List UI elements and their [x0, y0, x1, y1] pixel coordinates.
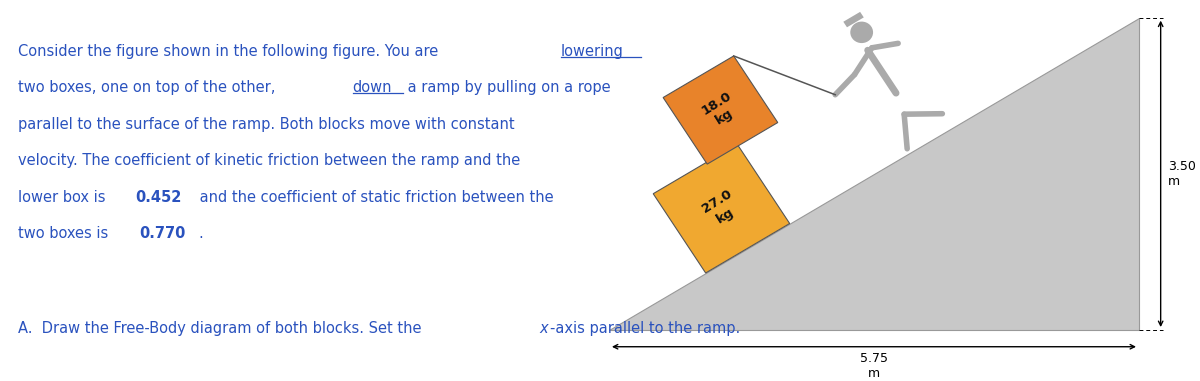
Text: x: x [539, 320, 548, 336]
Text: two boxes is: two boxes is [18, 226, 113, 241]
Text: Consider the figure shown in the following figure. You are: Consider the figure shown in the followi… [18, 44, 443, 59]
Polygon shape [664, 56, 778, 164]
Polygon shape [653, 144, 790, 273]
Polygon shape [610, 18, 1139, 330]
Circle shape [851, 22, 874, 43]
Text: two boxes, one on top of the other,: two boxes, one on top of the other, [18, 80, 280, 95]
Text: 0.452: 0.452 [136, 190, 182, 205]
Text: lower box is: lower box is [18, 190, 110, 205]
Text: 18.0
kg: 18.0 kg [698, 89, 742, 131]
Text: -axis parallel to the ramp.: -axis parallel to the ramp. [551, 320, 740, 336]
Text: velocity. The coefficient of kinetic friction between the ramp and the: velocity. The coefficient of kinetic fri… [18, 153, 520, 168]
Text: lowering: lowering [560, 44, 624, 59]
Text: 27.0
kg: 27.0 kg [700, 188, 743, 229]
Text: parallel to the surface of the ramp. Both blocks move with constant: parallel to the surface of the ramp. Bot… [18, 117, 515, 132]
Text: 3.50
m: 3.50 m [1168, 160, 1195, 188]
Text: A.  Draw the Free-Body diagram of both blocks. Set the: A. Draw the Free-Body diagram of both bl… [18, 320, 426, 336]
Text: 5.75
m: 5.75 m [860, 352, 888, 380]
Text: .: . [198, 226, 203, 241]
Text: a ramp by pulling on a rope: a ramp by pulling on a rope [403, 80, 611, 95]
Text: and the coefficient of static friction between the: and the coefficient of static friction b… [194, 190, 553, 205]
Text: 0.770: 0.770 [139, 226, 186, 241]
Text: down: down [353, 80, 392, 95]
Bar [844, 12, 864, 27]
